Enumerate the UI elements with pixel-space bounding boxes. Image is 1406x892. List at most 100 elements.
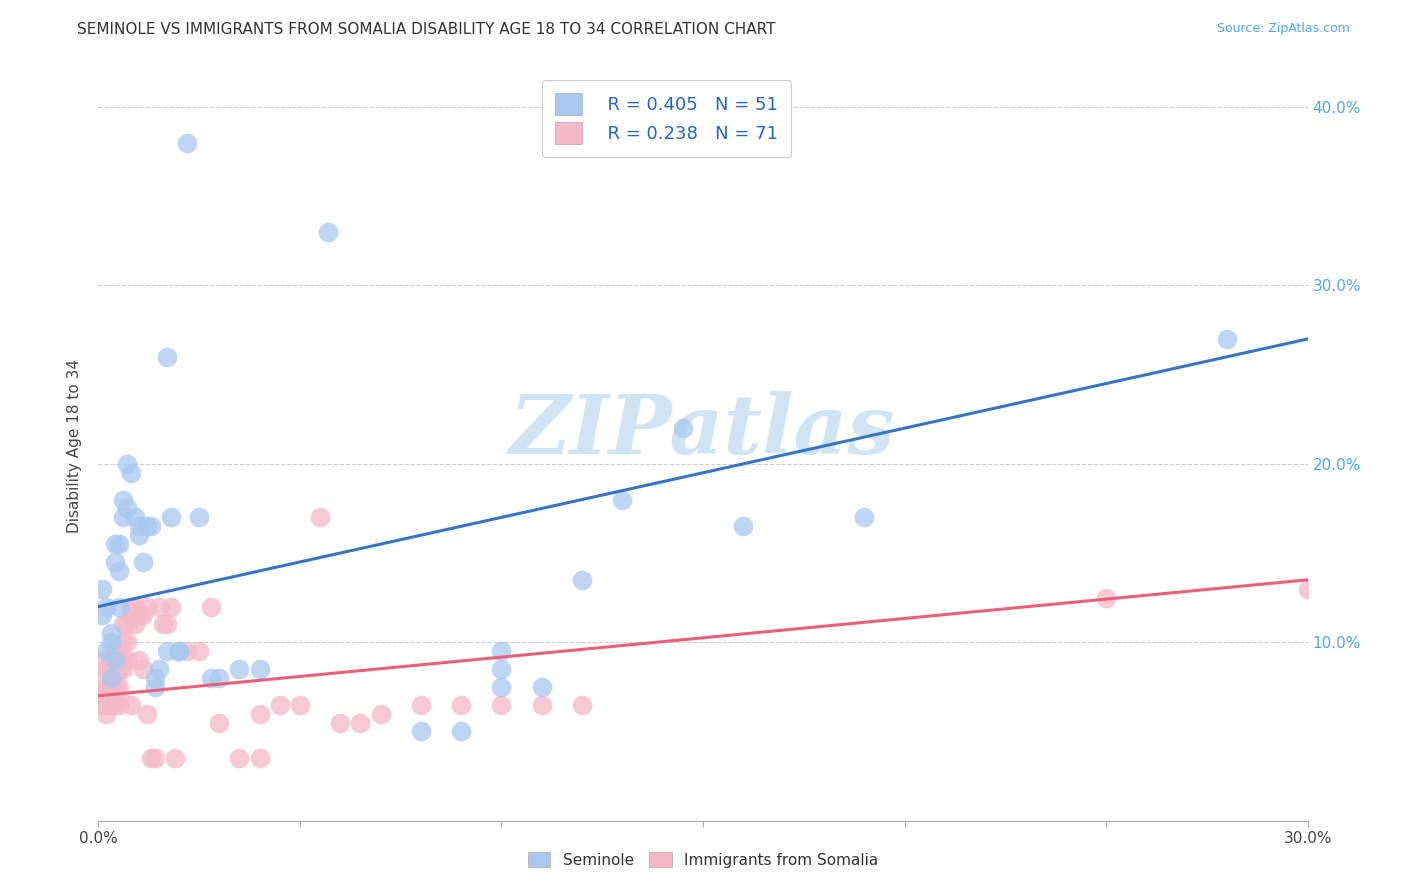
- Point: [160, 510, 183, 524]
- Point: [111, 653, 134, 667]
- Point: [96, 662, 118, 676]
- Point: [100, 635, 122, 649]
- Point: [124, 617, 146, 632]
- Point: [100, 662, 122, 676]
- Point: [409, 698, 432, 712]
- Point: [228, 662, 250, 676]
- Point: [111, 662, 134, 676]
- Legend:   R = 0.405   N = 51,   R = 0.238   N = 71: R = 0.405 N = 51, R = 0.238 N = 71: [543, 80, 792, 157]
- Point: [107, 680, 129, 694]
- Point: [91, 608, 114, 623]
- Point: [139, 519, 162, 533]
- Point: [96, 599, 118, 614]
- Point: [96, 689, 118, 703]
- Point: [103, 537, 125, 551]
- Point: [103, 680, 125, 694]
- Point: [571, 698, 593, 712]
- Point: [132, 662, 155, 676]
- Point: [91, 582, 114, 596]
- Point: [100, 680, 122, 694]
- Point: [530, 680, 553, 694]
- Point: [103, 662, 125, 676]
- Point: [148, 662, 170, 676]
- Point: [107, 537, 129, 551]
- Point: [91, 689, 114, 703]
- Point: [96, 680, 118, 694]
- Point: [143, 680, 166, 694]
- Point: [152, 617, 174, 632]
- Point: [156, 617, 179, 632]
- Point: [491, 644, 513, 658]
- Point: [249, 751, 271, 765]
- Point: [100, 653, 122, 667]
- Point: [167, 644, 190, 658]
- Point: [103, 698, 125, 712]
- Point: [200, 671, 222, 685]
- Y-axis label: Disability Age 18 to 34: Disability Age 18 to 34: [67, 359, 83, 533]
- Point: [853, 510, 876, 524]
- Point: [135, 706, 157, 721]
- Point: [115, 635, 138, 649]
- Point: [176, 136, 198, 150]
- Point: [160, 599, 183, 614]
- Point: [530, 698, 553, 712]
- Point: [103, 653, 125, 667]
- Point: [200, 599, 222, 614]
- Point: [228, 751, 250, 765]
- Point: [491, 680, 513, 694]
- Point: [100, 626, 122, 640]
- Point: [156, 644, 179, 658]
- Point: [120, 698, 142, 712]
- Point: [128, 519, 150, 533]
- Point: [128, 528, 150, 542]
- Point: [124, 599, 146, 614]
- Point: [349, 715, 371, 730]
- Point: [91, 653, 114, 667]
- Point: [124, 510, 146, 524]
- Point: [249, 706, 271, 721]
- Point: [208, 671, 231, 685]
- Point: [103, 644, 125, 658]
- Point: [128, 653, 150, 667]
- Point: [450, 724, 472, 739]
- Point: [120, 608, 142, 623]
- Point: [91, 671, 114, 685]
- Point: [188, 510, 211, 524]
- Point: [167, 644, 190, 658]
- Point: [612, 492, 634, 507]
- Point: [128, 608, 150, 623]
- Point: [96, 698, 118, 712]
- Point: [103, 555, 125, 569]
- Legend: Seminole, Immigrants from Somalia: Seminole, Immigrants from Somalia: [520, 844, 886, 875]
- Point: [571, 573, 593, 587]
- Point: [733, 519, 755, 533]
- Point: [100, 698, 122, 712]
- Point: [115, 653, 138, 667]
- Point: [316, 225, 339, 239]
- Point: [96, 706, 118, 721]
- Point: [143, 751, 166, 765]
- Point: [208, 715, 231, 730]
- Point: [132, 555, 155, 569]
- Point: [176, 644, 198, 658]
- Point: [491, 698, 513, 712]
- Point: [167, 644, 190, 658]
- Point: [107, 653, 129, 667]
- Point: [135, 599, 157, 614]
- Point: [288, 698, 311, 712]
- Point: [111, 635, 134, 649]
- Point: [100, 671, 122, 685]
- Point: [450, 698, 472, 712]
- Point: [115, 617, 138, 632]
- Point: [269, 698, 291, 712]
- Point: [139, 751, 162, 765]
- Point: [107, 698, 129, 712]
- Point: [111, 617, 134, 632]
- Point: [156, 350, 179, 364]
- Point: [100, 671, 122, 685]
- Point: [1216, 332, 1239, 346]
- Point: [135, 519, 157, 533]
- Point: [1095, 591, 1118, 605]
- Point: [96, 644, 118, 658]
- Point: [132, 608, 155, 623]
